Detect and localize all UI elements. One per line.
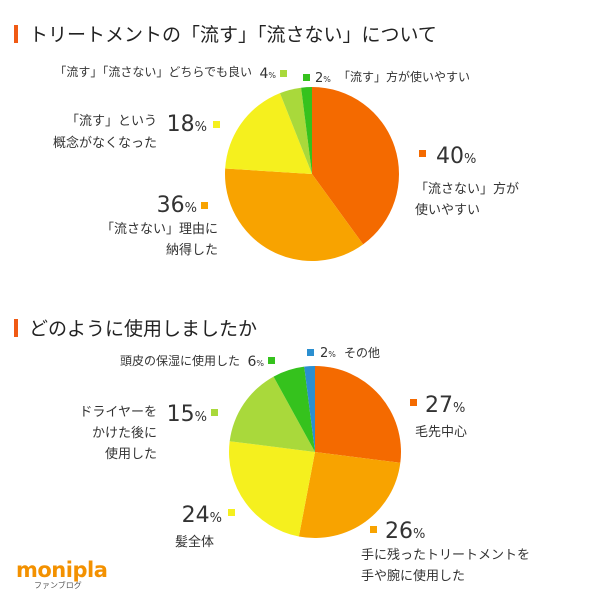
chart1-title: トリートメントの「流す」「流さない」について	[14, 20, 437, 47]
chart2-slice-2	[298, 452, 401, 539]
chart1-label-1: 使いやすい	[415, 202, 480, 218]
chart2-slice-5	[273, 366, 315, 452]
title-accent-bar	[14, 318, 18, 337]
chart2-slice-4	[229, 376, 315, 452]
chart2-label-2: 手や腕に使用した	[361, 568, 465, 584]
chart1-marker-1	[419, 150, 426, 157]
chart1-slice-2	[224, 168, 364, 261]
chart2-label-3: 髪全体	[175, 534, 214, 550]
chart2-marker-3	[228, 509, 235, 516]
chart1-slice-4	[279, 87, 312, 174]
chart2-label-4: かけた後に	[92, 426, 157, 441]
chart2-label-1: 毛先中心	[415, 425, 467, 440]
chart2-marker-4	[211, 409, 218, 416]
chart2-pct-6: 2%	[320, 346, 336, 361]
chart1-title-text: トリートメントの「流す」「流さない」について	[29, 24, 437, 46]
chart1-label-3: 「流す」という	[66, 114, 157, 129]
chart2-pct-5: 6%	[247, 354, 264, 370]
chart1-pct-4: 4%	[259, 66, 276, 82]
chart1-label-5: 「流す」方が使いやすい	[338, 69, 470, 84]
chart1-marker-4	[280, 70, 287, 77]
chart2-pct-4: 15%	[167, 402, 207, 427]
chart1-marker-5	[303, 74, 310, 81]
chart2-slice-3	[229, 441, 315, 537]
chart2-pct-2: 26%	[385, 519, 425, 544]
chart1-pct-5: 2%	[315, 71, 331, 86]
chart1-slice-1	[312, 87, 399, 245]
chart2-label-5: 頭皮の保湿に使用した	[120, 353, 240, 368]
chart2-label-4: 使用した	[105, 446, 157, 462]
chart1-label-1: 「流さない」方が	[415, 181, 519, 197]
chart1-marker-3	[213, 121, 220, 128]
chart1-label-2: 納得した	[166, 242, 218, 258]
chart2-title: どのように使用しましたか	[14, 314, 257, 341]
chart1-slice-3	[225, 93, 312, 174]
chart2-marker-1	[410, 399, 417, 406]
chart2-marker-6	[307, 349, 314, 356]
title-accent-bar	[14, 24, 18, 43]
chart2-label-4: ドライヤーを	[79, 405, 157, 420]
chart2-slice-6	[304, 366, 315, 452]
monipla-logo: monipla ファンブログ	[16, 558, 108, 590]
chart1-label-3: 概念がなくなった	[53, 135, 157, 151]
chart1-label-2: 「流さない」理由に	[101, 222, 218, 237]
chart1-marker-2	[201, 202, 208, 209]
chart1-slice-5	[301, 87, 312, 174]
chart2-label-2: 手に残ったトリートメントを	[361, 548, 530, 563]
chart2-title-text: どのように使用しましたか	[29, 318, 258, 340]
chart1-pct-3: 18%	[167, 112, 207, 137]
chart2-marker-2	[370, 526, 377, 533]
logo-brand: monipla	[16, 558, 108, 582]
logo-sub: ファンブログ	[34, 581, 82, 590]
chart2-marker-5	[268, 357, 275, 364]
chart2-pct-3: 24%	[182, 503, 222, 528]
chart1-label-4: 「流す」「流さない」どちらでも良い	[54, 64, 252, 79]
chart1-pct-2: 36%	[157, 193, 197, 218]
chart1-pct-1: 40%	[436, 144, 476, 169]
chart2-label-6: その他	[344, 346, 380, 360]
chart2-pct-1: 27%	[425, 393, 465, 418]
chart2-slice-1	[315, 366, 401, 463]
